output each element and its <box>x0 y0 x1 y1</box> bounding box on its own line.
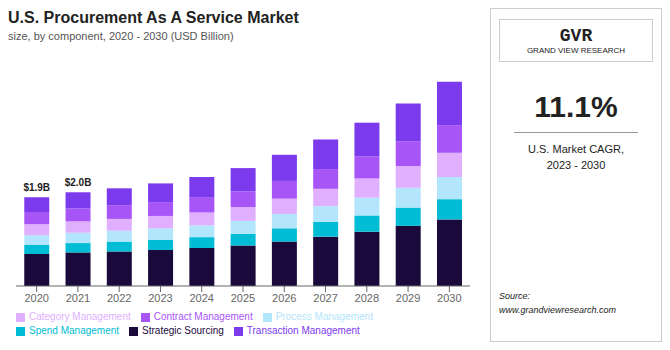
svg-text:2028: 2028 <box>355 292 379 304</box>
svg-text:$1.9B: $1.9B <box>23 182 50 193</box>
svg-text:2029: 2029 <box>396 292 420 304</box>
html-text:size, by component, 2020 - 203: size, by component, 2020 - 2030 (USD Bil… <box>8 30 234 42</box>
html-text:Transaction Management: Transaction Management <box>246 325 360 336</box>
svg-text:2024: 2024 <box>189 292 213 304</box>
svg-text:2022: 2022 <box>107 292 131 304</box>
html-text:11.1%: 11.1% <box>534 90 618 123</box>
svg-text:2026: 2026 <box>272 292 296 304</box>
svg-text:2020: 2020 <box>24 292 48 304</box>
html-text:GVR: GVR <box>559 26 593 46</box>
html-text:Process Management: Process Management <box>275 311 373 322</box>
svg-text:2030: 2030 <box>437 292 461 304</box>
html-text:Source: www.grandviewresearch.: Source: www.grandviewresearch.com <box>499 291 616 315</box>
html-text:Strategic Sourcing: Strategic Sourcing <box>142 325 224 336</box>
html-text:Category Management: Category Management <box>29 311 131 322</box>
html-text:Contract Management: Contract Management <box>153 311 253 322</box>
svg-text:2025: 2025 <box>231 292 255 304</box>
svg-text:$2.0B: $2.0B <box>65 177 92 188</box>
html-text:U.S. Market CAGR, 2023 - 2030: U.S. Market CAGR, 2023 - 2030 <box>528 143 624 171</box>
svg-text:2021: 2021 <box>66 292 90 304</box>
html-text:GRAND VIEW RESEARCH: GRAND VIEW RESEARCH <box>526 46 626 55</box>
html-text:U.S. Procurement As A Service: U.S. Procurement As A Service Market <box>8 9 299 26</box>
html-text:Spend Management: Spend Management <box>29 325 120 336</box>
svg-text:2023: 2023 <box>148 292 172 304</box>
svg-text:2027: 2027 <box>313 292 337 304</box>
